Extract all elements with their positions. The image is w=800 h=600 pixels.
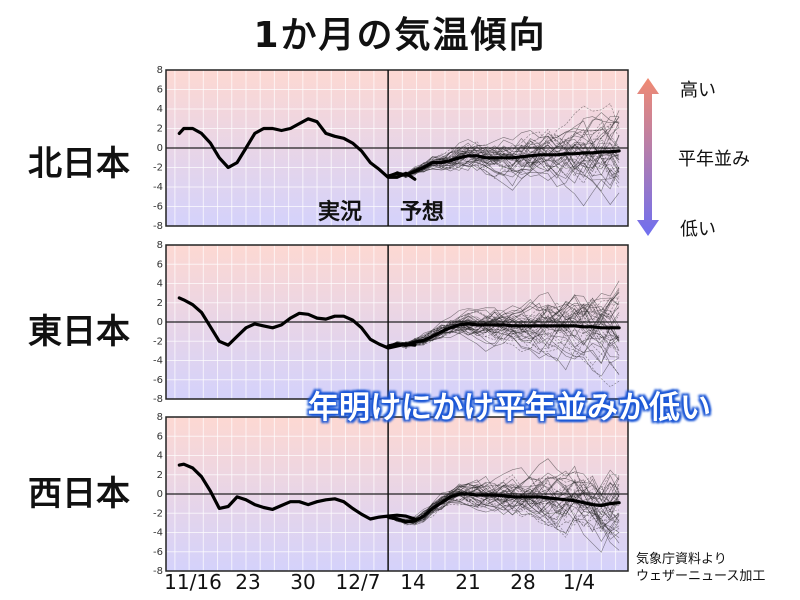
x-tick-label: 14 — [400, 570, 426, 594]
region-label-west: 西日本 — [28, 474, 130, 514]
ensemble-line — [387, 326, 620, 365]
ensemble-line — [387, 126, 620, 179]
y-tick-label: -8 — [153, 394, 163, 405]
ensemble-line — [387, 489, 620, 544]
ensemble-line — [388, 482, 620, 523]
x-tick-label: 28 — [510, 570, 536, 594]
ensemble-line — [388, 116, 620, 177]
observed-label: 実況 — [318, 200, 363, 225]
y-tick-label: 4 — [157, 451, 163, 462]
x-tick-label: 1/4 — [562, 570, 596, 594]
legend-low-label: 低い — [680, 219, 716, 240]
ensemble-line — [388, 311, 620, 350]
ensemble-line — [388, 140, 620, 177]
ensemble-line — [387, 324, 620, 364]
chart-north: 8 6 4 2 0 -2 -4 -6 -8 — [152, 65, 629, 232]
credit-line-2: ウェザーニュース加工 — [636, 569, 766, 584]
y-tick-label: -4 — [153, 356, 163, 367]
chart-svg-north: 8 6 4 2 0 -2 -4 -6 -8 — [153, 65, 629, 232]
y-tick-label: 0 — [157, 143, 163, 154]
y-tick-label: 6 — [157, 431, 163, 442]
y-tick-label: -2 — [153, 508, 163, 519]
chart-east: 8 6 4 2 0 -2 -4 -6 -8 — [152, 240, 629, 405]
y-tick-label: 6 — [157, 259, 163, 270]
y-tick-label: -8 — [153, 221, 163, 232]
y-tick-label: 8 — [157, 412, 163, 423]
y-tick-label: 8 — [157, 65, 163, 76]
observed-line — [177, 117, 417, 181]
ensemble-line — [388, 112, 620, 177]
ensemble-line — [388, 143, 620, 181]
y-tick-label: 2 — [157, 298, 163, 309]
y-tick-label: 2 — [157, 124, 163, 135]
chart-west: 8 6 4 2 0 -2 -4 -6 -8 — [152, 412, 629, 577]
ensemble-line — [388, 144, 620, 184]
ensemble-line — [388, 483, 620, 533]
x-axis-labels: 11/16 23 30 12/7 14 21 28 1/4 — [0, 570, 800, 600]
observed-line — [177, 462, 417, 521]
y-tick-label: -2 — [153, 336, 163, 347]
ensemble-line — [387, 128, 620, 178]
y-tick-label: 2 — [157, 470, 163, 481]
y-tick-label: 4 — [157, 104, 163, 115]
legend-high-label: 高い — [680, 80, 716, 101]
region-label-east: 東日本 — [28, 312, 130, 352]
y-tick-label: -6 — [153, 202, 163, 213]
y-tick-label: 6 — [157, 85, 163, 96]
y-tick-label: -8 — [153, 566, 163, 577]
y-tick-label: 8 — [157, 240, 163, 251]
chart-svg-west: 8 6 4 2 0 -2 -4 -6 -8 — [153, 412, 629, 577]
x-tick-label: 30 — [290, 570, 316, 594]
x-tick-label: 12/7 — [335, 570, 381, 594]
legend-arrow-icon — [637, 78, 659, 236]
forecast-mean-line — [386, 492, 621, 524]
ensemble-line — [388, 306, 620, 356]
headline-caption: 年明けにかけ平年並みか低い — [308, 390, 711, 426]
x-tick-label: 21 — [455, 570, 481, 594]
y-tick-label: -4 — [153, 182, 163, 193]
ensemble-line — [388, 482, 620, 522]
region-label-north: 北日本 — [28, 144, 130, 184]
observed-line — [177, 296, 417, 350]
x-tick-label: 11/16 — [164, 570, 222, 594]
chart-svg-east: 8 6 4 2 0 -2 -4 -6 -8 — [153, 240, 629, 405]
credit: 気象庁資料より ウェザーニュース加工 — [636, 551, 765, 585]
ensemble-line — [388, 469, 620, 526]
y-tick-label: 4 — [157, 279, 163, 290]
ensemble-line — [388, 116, 620, 187]
y-tick-label: -4 — [153, 528, 163, 539]
y-tick-label: -2 — [153, 163, 163, 174]
forecast-mean-line — [386, 149, 621, 178]
y-tick-label: -6 — [153, 375, 163, 386]
ensemble-line — [388, 477, 620, 521]
x-tick-label: 23 — [235, 570, 261, 594]
chart-title: 1か月の気温傾向 — [253, 15, 547, 56]
y-tick-label: 0 — [157, 489, 163, 500]
legend-normal-label: 平年並み — [678, 149, 750, 170]
ensemble-line — [387, 474, 620, 525]
forecast-label: 予想 — [400, 200, 445, 225]
credit-line-1: 気象庁資料より — [636, 552, 727, 567]
y-tick-label: -6 — [153, 547, 163, 558]
ensemble-line — [388, 319, 620, 388]
y-tick-label: 0 — [157, 317, 163, 328]
forecast-mean-line — [386, 322, 621, 348]
ensemble-line — [388, 321, 620, 359]
